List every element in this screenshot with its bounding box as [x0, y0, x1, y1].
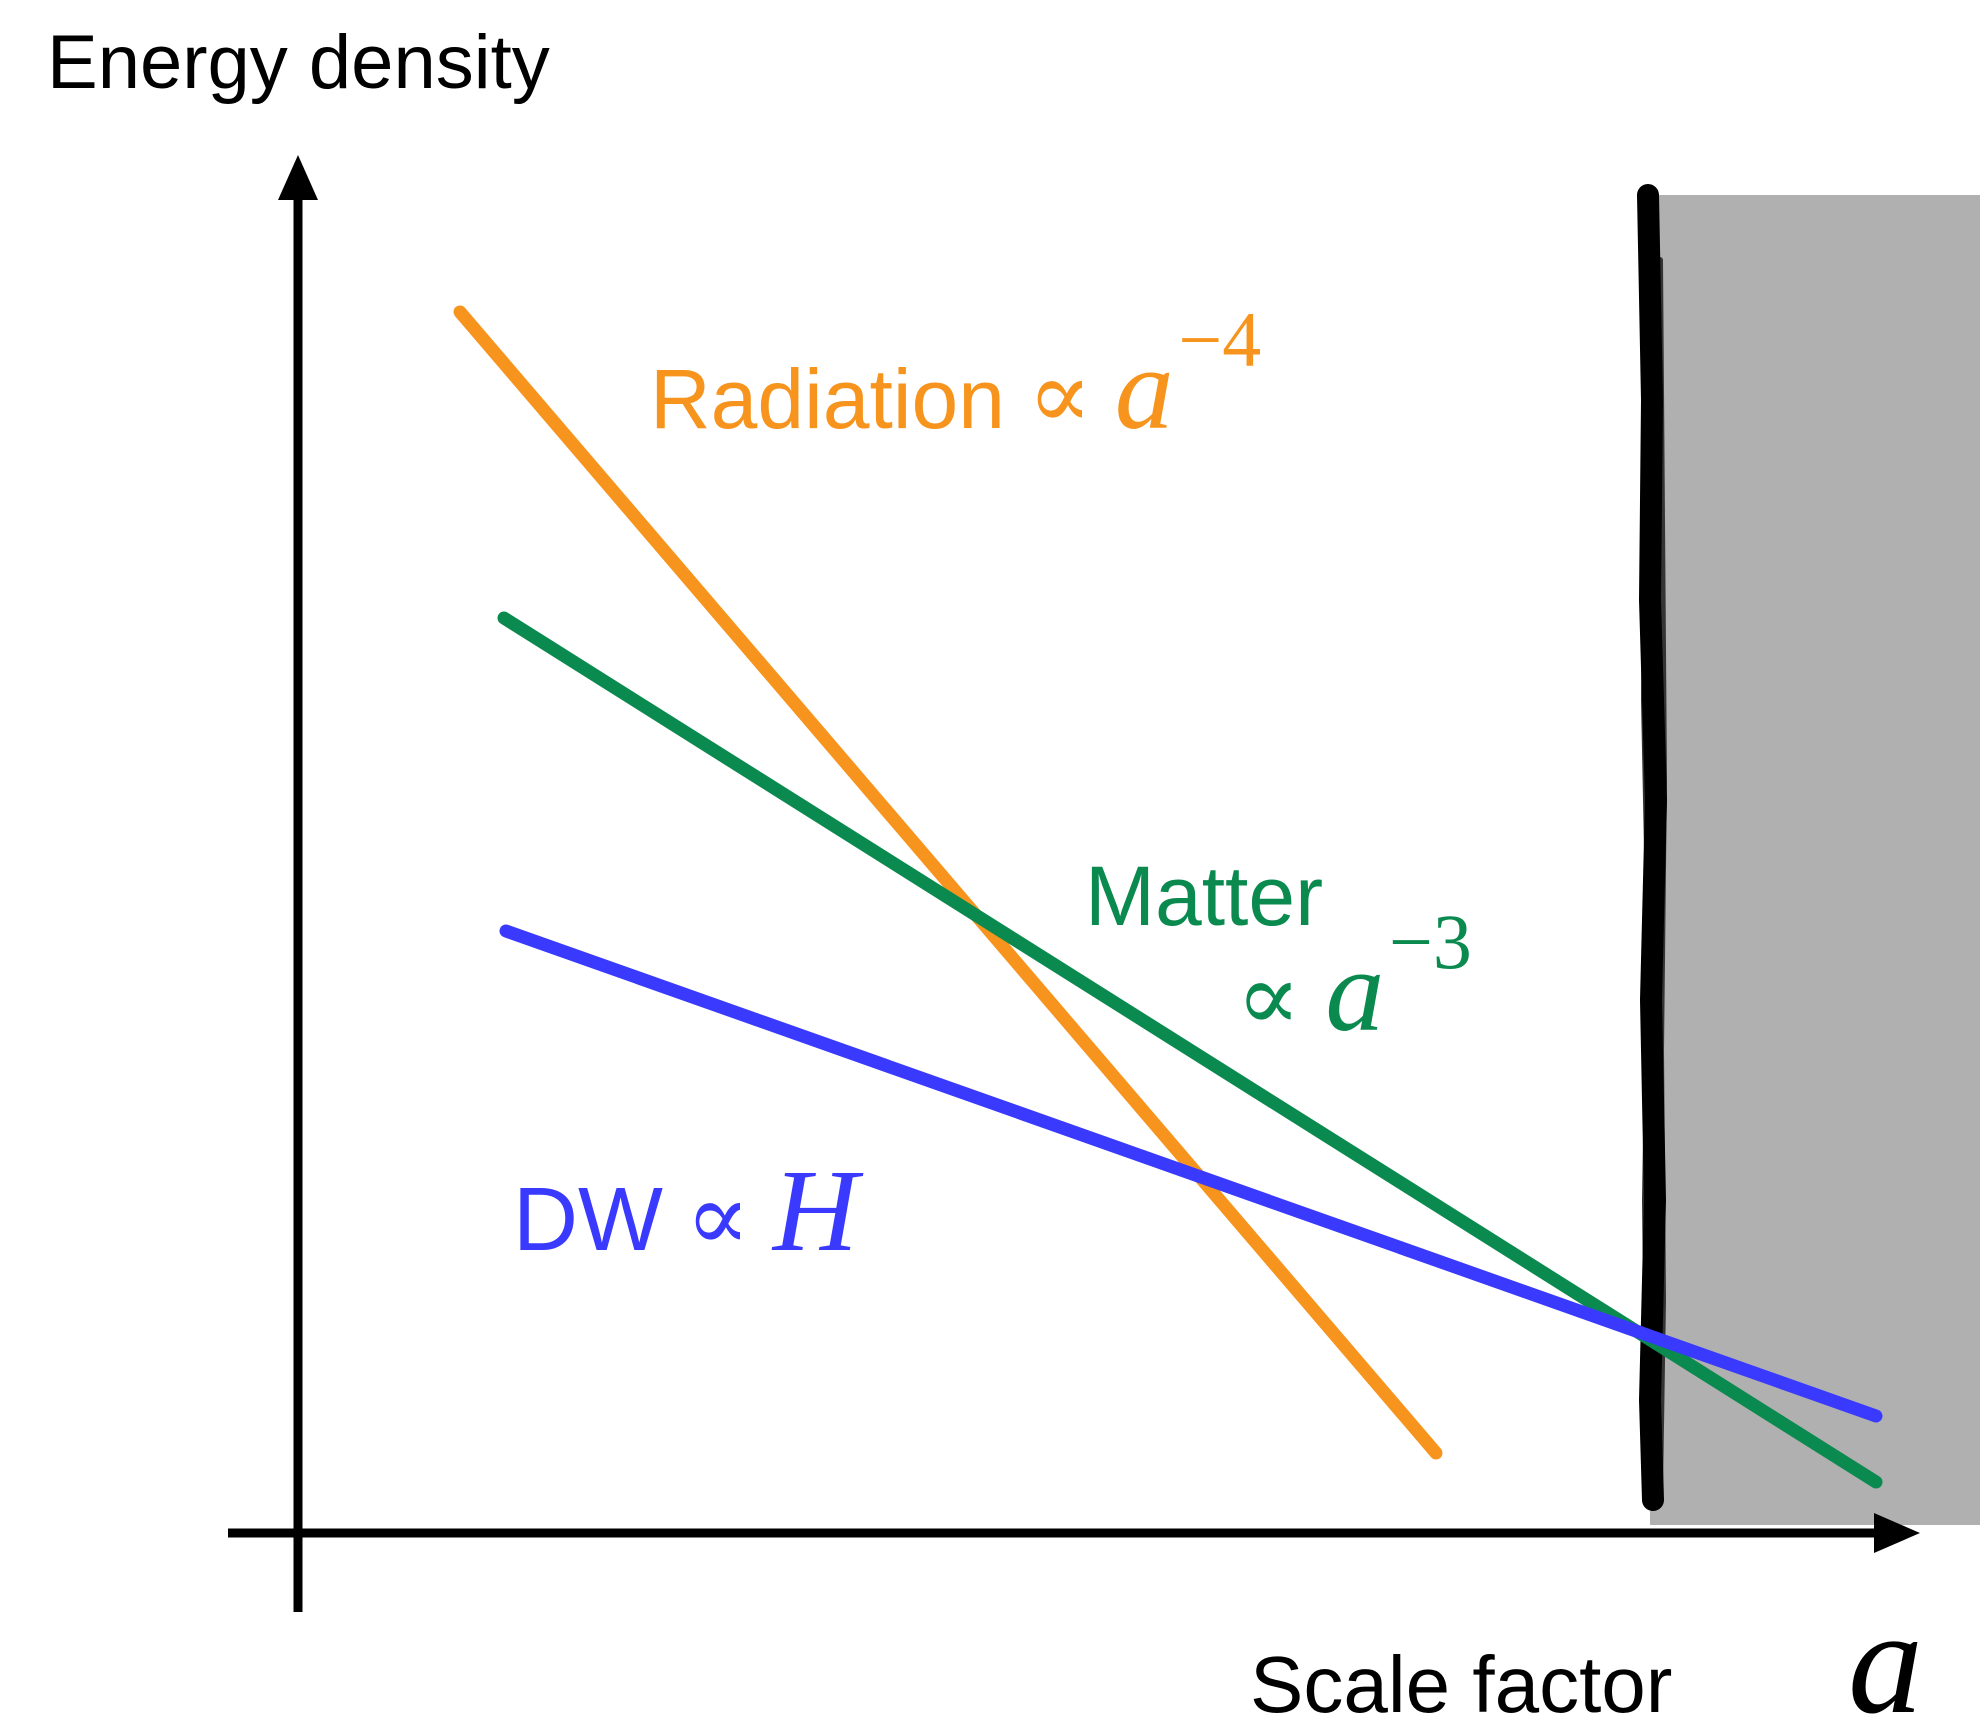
boundary-line — [1637, 184, 1668, 1511]
matter-a-symbol: a — [1325, 925, 1384, 1056]
matter-label-text: Matter — [1085, 849, 1323, 943]
dw-h-symbol: H — [771, 1145, 864, 1276]
y-axis-label: Energy density — [47, 20, 550, 105]
matter-prop-symbol: ∝ — [1236, 944, 1301, 1051]
radiation-a-symbol: a — [1115, 323, 1174, 454]
y-axis-arrowhead — [278, 155, 318, 200]
shaded-region — [1650, 195, 1980, 1525]
x-axis-label: Scale factor — [1250, 1640, 1672, 1721]
matter-exponent: −3 — [1389, 898, 1472, 985]
x-axis-symbol: a — [1848, 1579, 1923, 1721]
radiation-exponent: −4 — [1178, 296, 1261, 383]
x-axis-arrowhead — [1874, 1513, 1920, 1553]
dw-prop-symbol: ∝ — [685, 1164, 750, 1271]
dw-label-text: DW — [513, 1170, 663, 1270]
radiation-label: Radiation ∝ a −4 — [650, 296, 1261, 454]
radiation-prop-symbol: ∝ — [1027, 342, 1092, 449]
dw-label: DW ∝ H — [513, 1145, 864, 1276]
dw-line — [499, 924, 1883, 1423]
matter-formula: ∝ a −3 — [1236, 898, 1472, 1056]
radiation-line — [453, 305, 1443, 1460]
radiation-label-text: Radiation — [650, 352, 1005, 446]
